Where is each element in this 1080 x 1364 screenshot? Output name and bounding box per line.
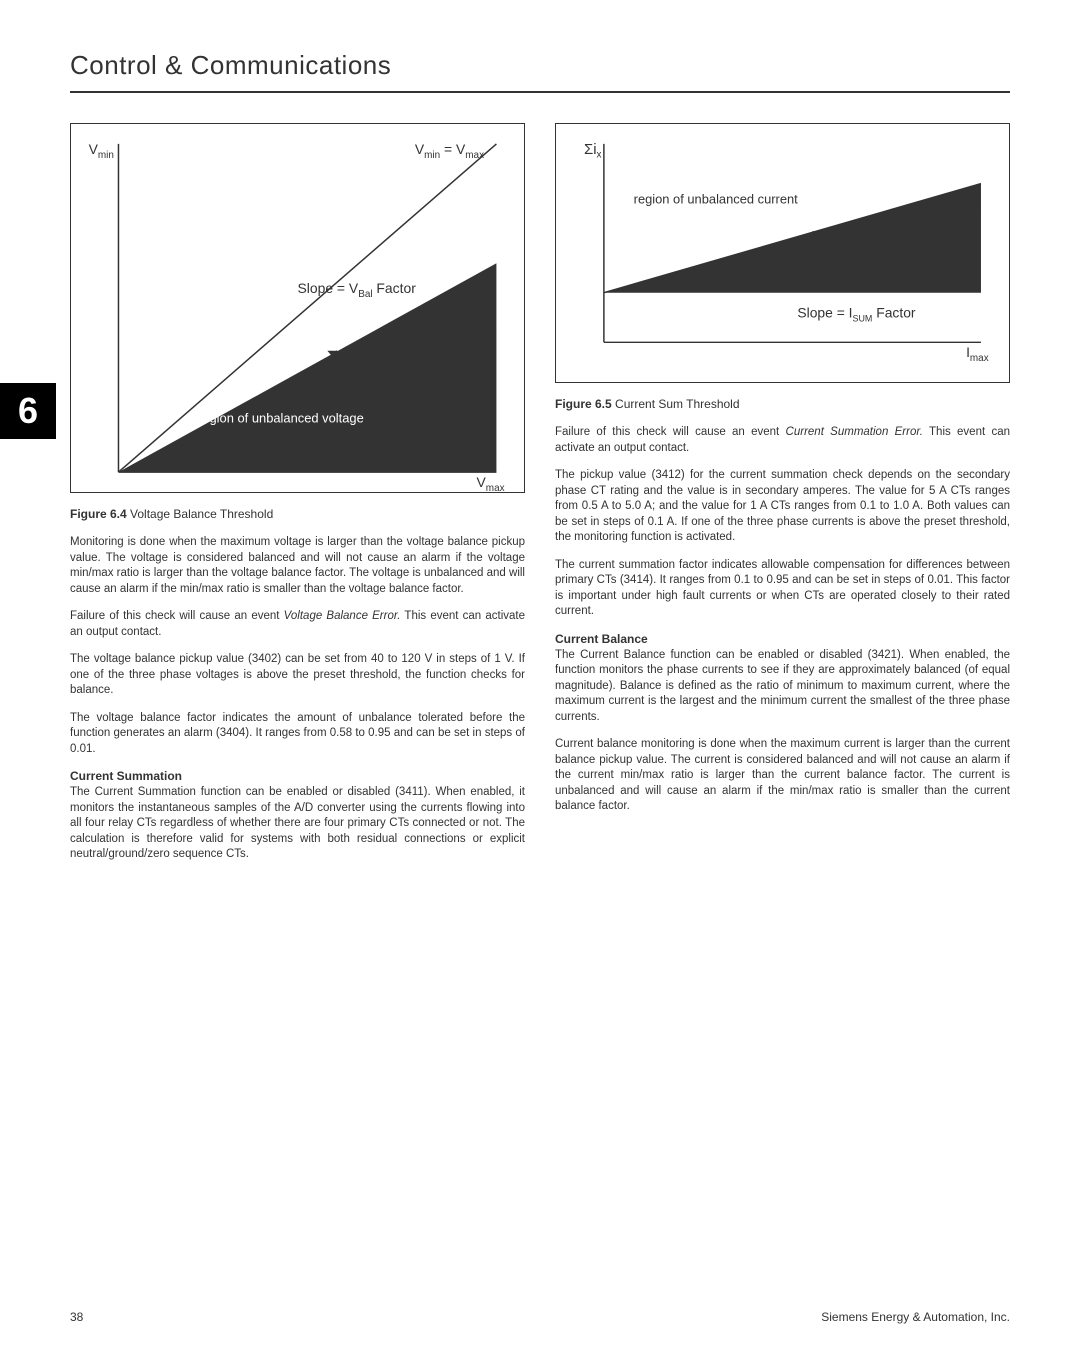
chapter-tab: 6 <box>0 383 56 439</box>
svg-text:region of unbalanced current: region of unbalanced current <box>634 191 799 206</box>
section-heading: Current Balance <box>555 632 1010 646</box>
svg-text:Imax: Imax <box>966 344 989 364</box>
para: The voltage balance pickup value (3402) … <box>70 652 525 699</box>
figure-6-4: Vmin Vmin = Vmax Slope = VBal Factor reg… <box>70 123 525 493</box>
section-heading: Current Summation <box>70 769 525 783</box>
company-name: Siemens Energy & Automation, Inc. <box>821 1310 1010 1324</box>
svg-text:Vmin: Vmin <box>89 141 114 161</box>
para: The current summation factor indicates a… <box>555 558 1010 620</box>
para: Failure of this check will cause an even… <box>70 609 525 640</box>
svg-text:Slope = ISUM Factor: Slope = ISUM Factor <box>797 305 916 324</box>
svg-text:region of unbalanced voltage: region of unbalanced voltage <box>198 410 364 425</box>
para: The Current Balance function can be enab… <box>555 648 1010 726</box>
para: Failure of this check will cause an even… <box>555 425 1010 456</box>
right-column: Σix region of unbalanced current Slope =… <box>555 123 1010 875</box>
page-footer: 38 Siemens Energy & Automation, Inc. <box>70 1310 1010 1324</box>
page-number: 38 <box>70 1310 83 1324</box>
para: The pickup value (3412) for the current … <box>555 468 1010 546</box>
figure-6-5: Σix region of unbalanced current Slope =… <box>555 123 1010 383</box>
content-columns: 6 Vmin Vmin = Vmax Slope = VBal Factor r… <box>70 123 1010 875</box>
figure-6-5-caption: Figure 6.5 Current Sum Threshold <box>555 397 1010 411</box>
svg-text:Σix: Σix <box>584 142 602 161</box>
left-column: 6 Vmin Vmin = Vmax Slope = VBal Factor r… <box>70 123 525 875</box>
para: The voltage balance factor indicates the… <box>70 711 525 758</box>
svg-text:Vmin = Vmax: Vmin = Vmax <box>415 141 484 161</box>
figure-6-4-caption: Figure 6.4 Voltage Balance Threshold <box>70 507 525 521</box>
para: Monitoring is done when the maximum volt… <box>70 535 525 597</box>
svg-text:Slope = VBal Factor: Slope = VBal Factor <box>298 280 417 300</box>
page-title: Control & Communications <box>70 50 1010 93</box>
para: Current balance monitoring is done when … <box>555 737 1010 815</box>
svg-text:Vmax: Vmax <box>477 474 505 492</box>
para: The Current Summation function can be en… <box>70 785 525 863</box>
